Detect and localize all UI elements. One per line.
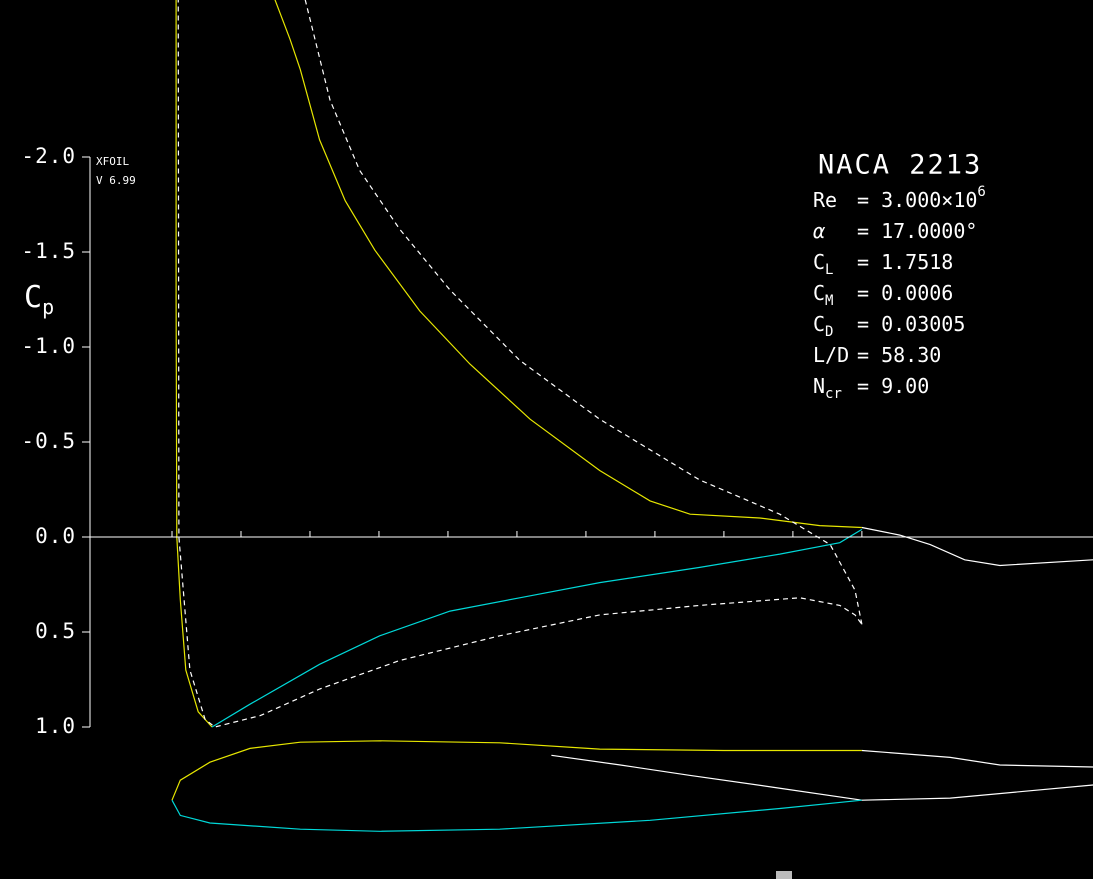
annotation-label: Re [813, 188, 837, 212]
annotation-name: C [813, 312, 825, 336]
logo: V 6.99 [96, 174, 136, 187]
annotation-label: α [813, 219, 826, 243]
curve [551, 754, 862, 801]
annotation-label: CL [813, 250, 833, 279]
annotation-value-text: = 17.0000° [857, 219, 977, 243]
cursor-block [776, 871, 792, 879]
y-tick-label: -0.5 [21, 429, 76, 453]
annotation-name: α [813, 219, 826, 243]
annotation-value: = 9.00 [857, 374, 929, 398]
title: NACA 2213 [818, 150, 982, 181]
annotation-sub: cr [825, 386, 842, 402]
y-tick-label: 1.0 [35, 714, 76, 738]
y-tick-label: -2.0 [21, 144, 76, 168]
annotation-value: = 0.03005 [857, 312, 965, 336]
annotation-sub: D [825, 324, 833, 340]
curve [861, 749, 1093, 768]
annotation-label: L/D [813, 343, 849, 367]
annotation-name: C [813, 281, 825, 305]
y-axis-label: Cp [24, 280, 54, 319]
annotation-name: L/D [813, 343, 849, 367]
annotation-value: = 3.000×106 [857, 184, 986, 212]
annotation-name: Re [813, 188, 837, 212]
annotation-label: CD [813, 312, 833, 341]
curve [177, 0, 863, 728]
annotation-label: CM [813, 281, 833, 310]
y-tick-label: 0.5 [35, 619, 76, 643]
annotation-value-text: = 0.0006 [857, 281, 953, 305]
y-label-main: C [24, 280, 42, 315]
annotation-sup: 6 [977, 184, 985, 200]
y-tick-label: 0.0 [35, 524, 76, 548]
curve [171, 799, 862, 832]
annotation-label: Ncr [813, 374, 842, 403]
curve [171, 740, 862, 801]
annotation-sub: M [825, 293, 833, 309]
annotation-value-text: = 0.03005 [857, 312, 965, 336]
curve [861, 526, 1093, 567]
annotation-value-text: = 58.30 [857, 343, 941, 367]
annotation-value-text: = 3.000×10 [857, 188, 977, 212]
annotation-value: = 1.7518 [857, 250, 953, 274]
annotation-value: = 58.30 [857, 343, 941, 367]
annotation-sub: L [825, 262, 833, 278]
annotation-name: N [813, 374, 825, 398]
curve [211, 528, 863, 728]
curve [175, 0, 862, 728]
annotation-value: = 0.0006 [857, 281, 953, 305]
annotation-value-text: = 9.00 [857, 374, 929, 398]
annotation-value: = 17.0000° [857, 219, 977, 243]
annotation-value-text: = 1.7518 [857, 250, 953, 274]
y-tick-label: -1.5 [21, 239, 76, 263]
curve [861, 784, 1093, 801]
annotation-name: C [813, 250, 825, 274]
y-label-sub: p [42, 295, 54, 319]
logo: XFOIL [96, 155, 129, 168]
y-tick-label: -1.0 [21, 334, 76, 358]
